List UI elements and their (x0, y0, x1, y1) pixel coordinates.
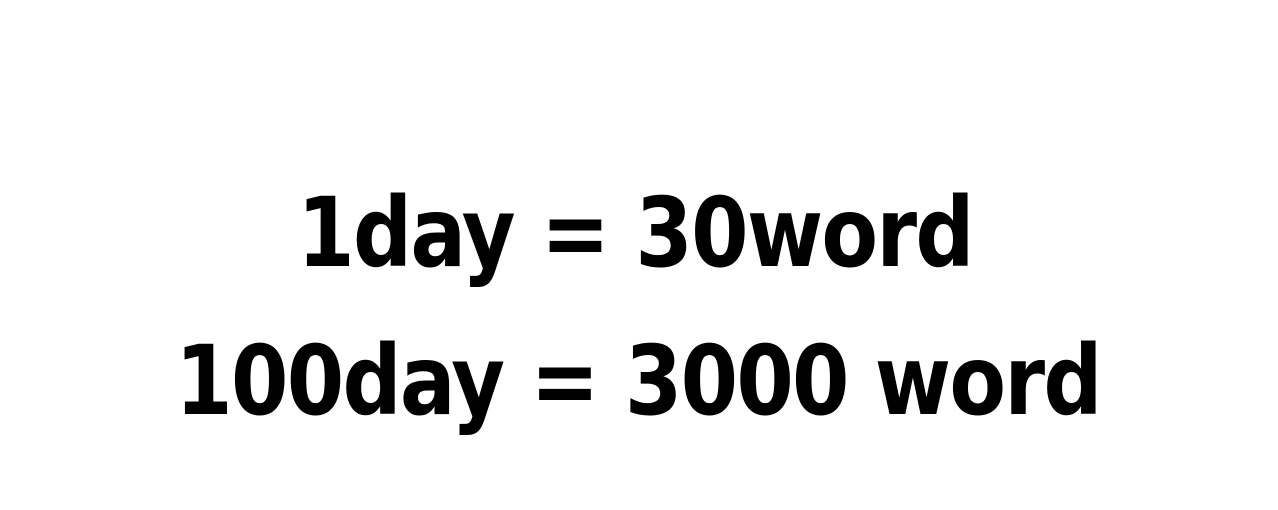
equation-line-100day: 100day = 3000 word (175, 325, 1102, 437)
equation-line-1day: 1day = 30word (297, 177, 974, 289)
